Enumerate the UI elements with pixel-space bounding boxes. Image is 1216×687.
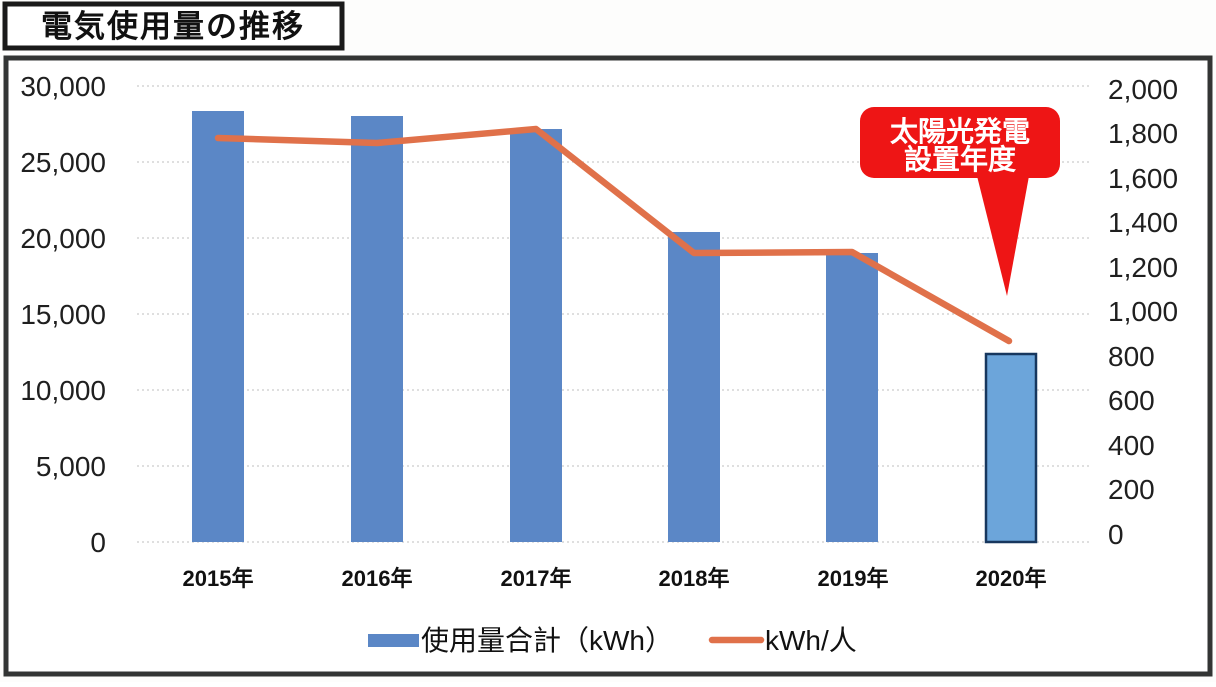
svg-text:1,000: 1,000 — [1108, 296, 1178, 327]
svg-text:10,000: 10,000 — [20, 375, 106, 406]
svg-text:2019年: 2019年 — [818, 566, 889, 591]
svg-text:20,000: 20,000 — [20, 223, 106, 254]
svg-text:400: 400 — [1108, 430, 1155, 461]
svg-text:5,000: 5,000 — [36, 451, 106, 482]
svg-text:電気使用量の推移: 電気使用量の推移 — [41, 9, 305, 44]
svg-text:25,000: 25,000 — [20, 147, 106, 178]
svg-text:使用量合計（kWh）: 使用量合計（kWh） — [421, 625, 673, 656]
svg-text:1,400: 1,400 — [1108, 207, 1178, 238]
svg-text:2018年: 2018年 — [659, 566, 730, 591]
svg-text:太陽光発電: 太陽光発電 — [890, 116, 1030, 147]
svg-text:2,000: 2,000 — [1108, 74, 1178, 105]
svg-text:2020年: 2020年 — [976, 566, 1047, 591]
svg-text:kWh/人: kWh/人 — [765, 625, 857, 656]
svg-text:1,800: 1,800 — [1108, 118, 1178, 149]
svg-text:設置年度: 設置年度 — [904, 143, 1016, 175]
svg-text:15,000: 15,000 — [20, 299, 106, 330]
svg-text:30,000: 30,000 — [20, 71, 106, 102]
svg-text:0: 0 — [1108, 519, 1124, 550]
svg-text:800: 800 — [1108, 341, 1155, 372]
svg-text:2016年: 2016年 — [342, 566, 413, 591]
svg-text:2015年: 2015年 — [183, 566, 254, 591]
svg-text:0: 0 — [90, 527, 106, 558]
svg-text:1,200: 1,200 — [1108, 252, 1178, 283]
svg-text:2017年: 2017年 — [501, 566, 572, 591]
svg-text:1,600: 1,600 — [1108, 163, 1178, 194]
svg-text:600: 600 — [1108, 385, 1155, 416]
svg-text:200: 200 — [1108, 474, 1155, 505]
